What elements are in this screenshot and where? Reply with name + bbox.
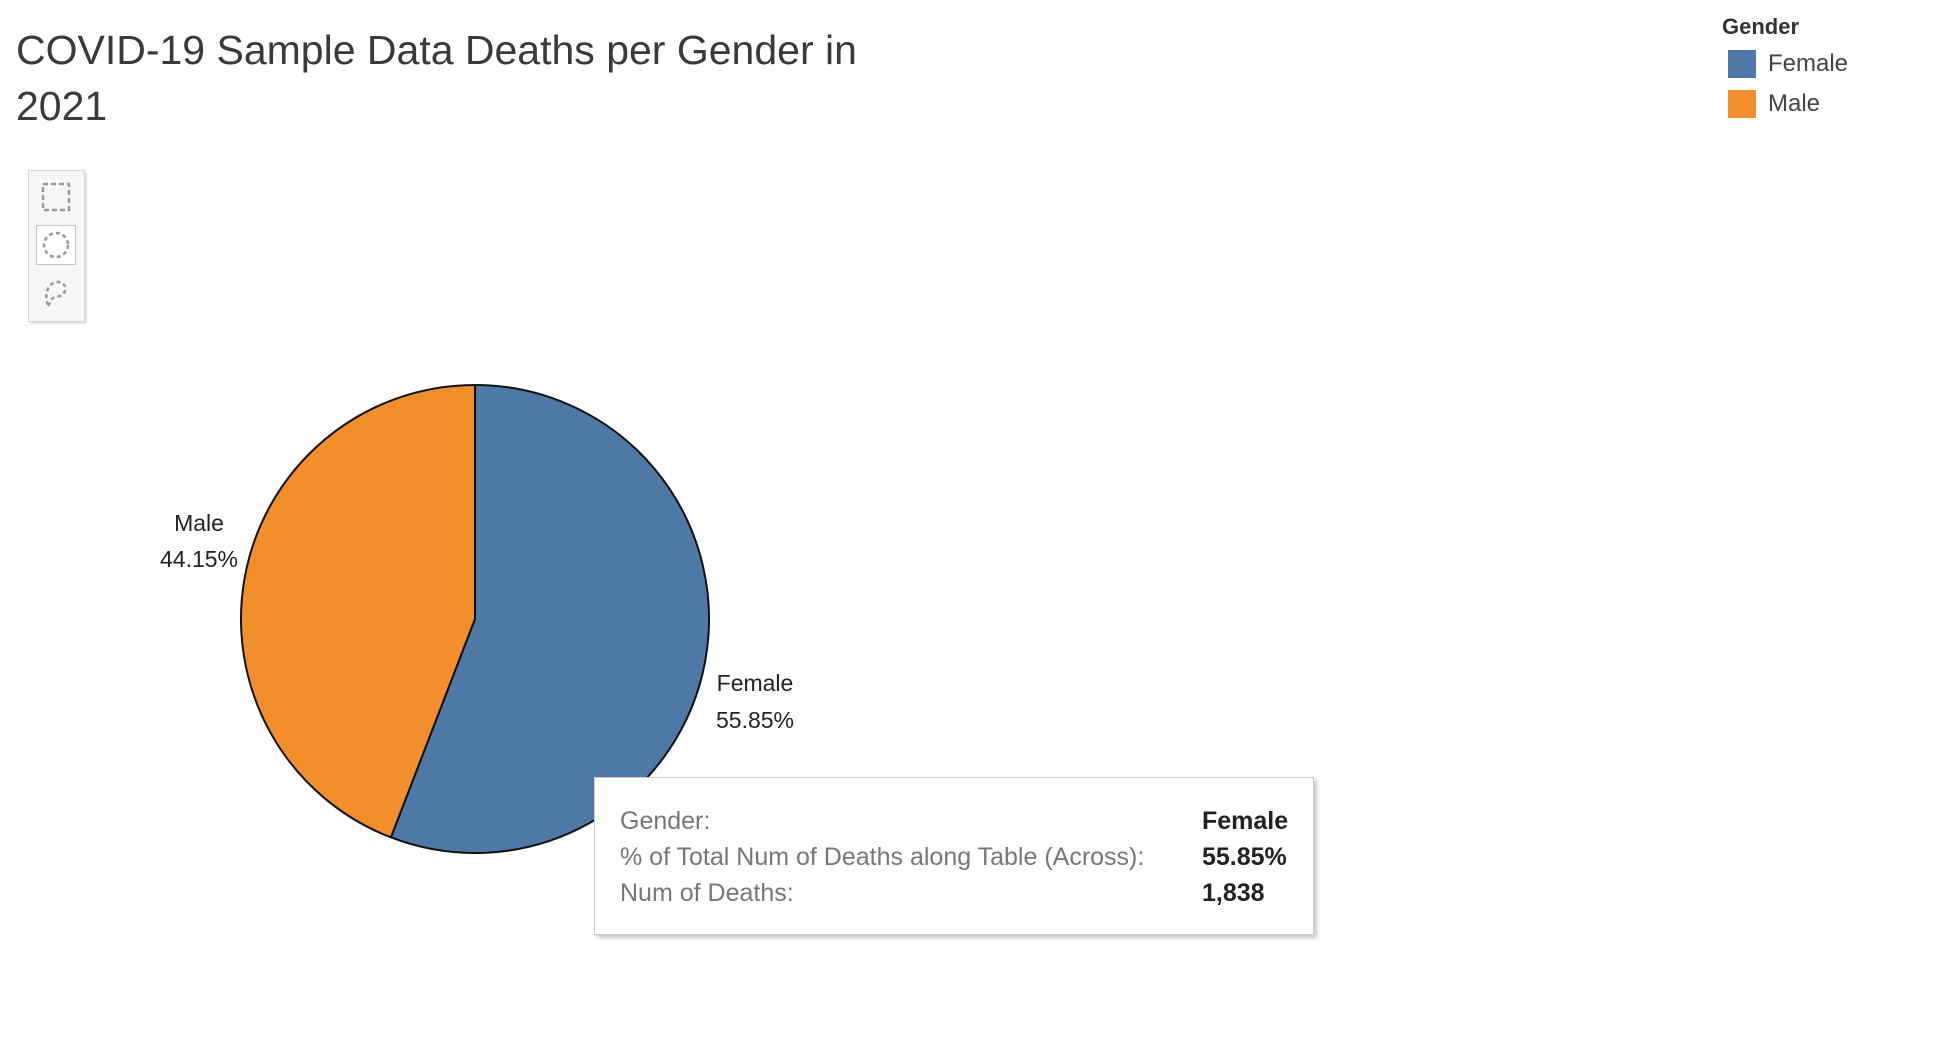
tooltip-key-percent: % of Total Num of Deaths along Table (Ac… [620, 842, 1145, 871]
tooltip-row-gender: Gender: Female [620, 803, 1313, 839]
legend-swatch-male [1728, 90, 1756, 118]
legend-label-female: Female [1768, 50, 1849, 77]
legend-swatch-female [1728, 50, 1756, 78]
slice-label-male-name: Male [174, 510, 224, 536]
rectangle-select-icon [41, 182, 71, 212]
legend-item-female[interactable]: Female [1722, 44, 1932, 84]
slice-label-female-percent: 55.85% [716, 707, 794, 733]
chart-title: COVID-19 Sample Data Deaths per Gender i… [16, 27, 857, 129]
legend-title: Gender [1722, 14, 1800, 39]
slice-label-male: Male 44.15% [160, 510, 238, 572]
selection-toolbar [28, 170, 85, 322]
tooltip-row-percent: % of Total Num of Deaths along Table (Ac… [620, 839, 1313, 875]
tooltip: Gender: Female % of Total Num of Deaths … [594, 777, 1314, 935]
rectangle-select-button[interactable] [36, 177, 76, 217]
tooltip-value-percent: 55.85% [1202, 842, 1287, 871]
tooltip-row-deaths: Num of Deaths: 1,838 [620, 875, 1313, 911]
pie-slices [240, 384, 710, 854]
legend: Gender Female Male [1722, 10, 1932, 124]
legend-item-male[interactable]: Male [1722, 84, 1932, 124]
pie-slice-male[interactable] [240, 384, 476, 839]
slice-label-male-percent: 44.15% [160, 546, 238, 572]
tooltip-key-deaths: Num of Deaths: [620, 878, 794, 907]
tooltip-value-gender: Female [1202, 806, 1289, 835]
radial-select-button[interactable] [36, 225, 76, 265]
tooltip-key-gender: Gender: [620, 806, 711, 835]
pie-slice-female[interactable] [389, 384, 710, 854]
slice-label-female-name: Female [717, 670, 794, 696]
radial-select-icon [42, 231, 70, 259]
slice-label-female: Female 55.85% [716, 670, 794, 733]
legend-label-male: Male [1768, 90, 1821, 117]
tooltip-value-deaths: 1,838 [1202, 878, 1265, 907]
